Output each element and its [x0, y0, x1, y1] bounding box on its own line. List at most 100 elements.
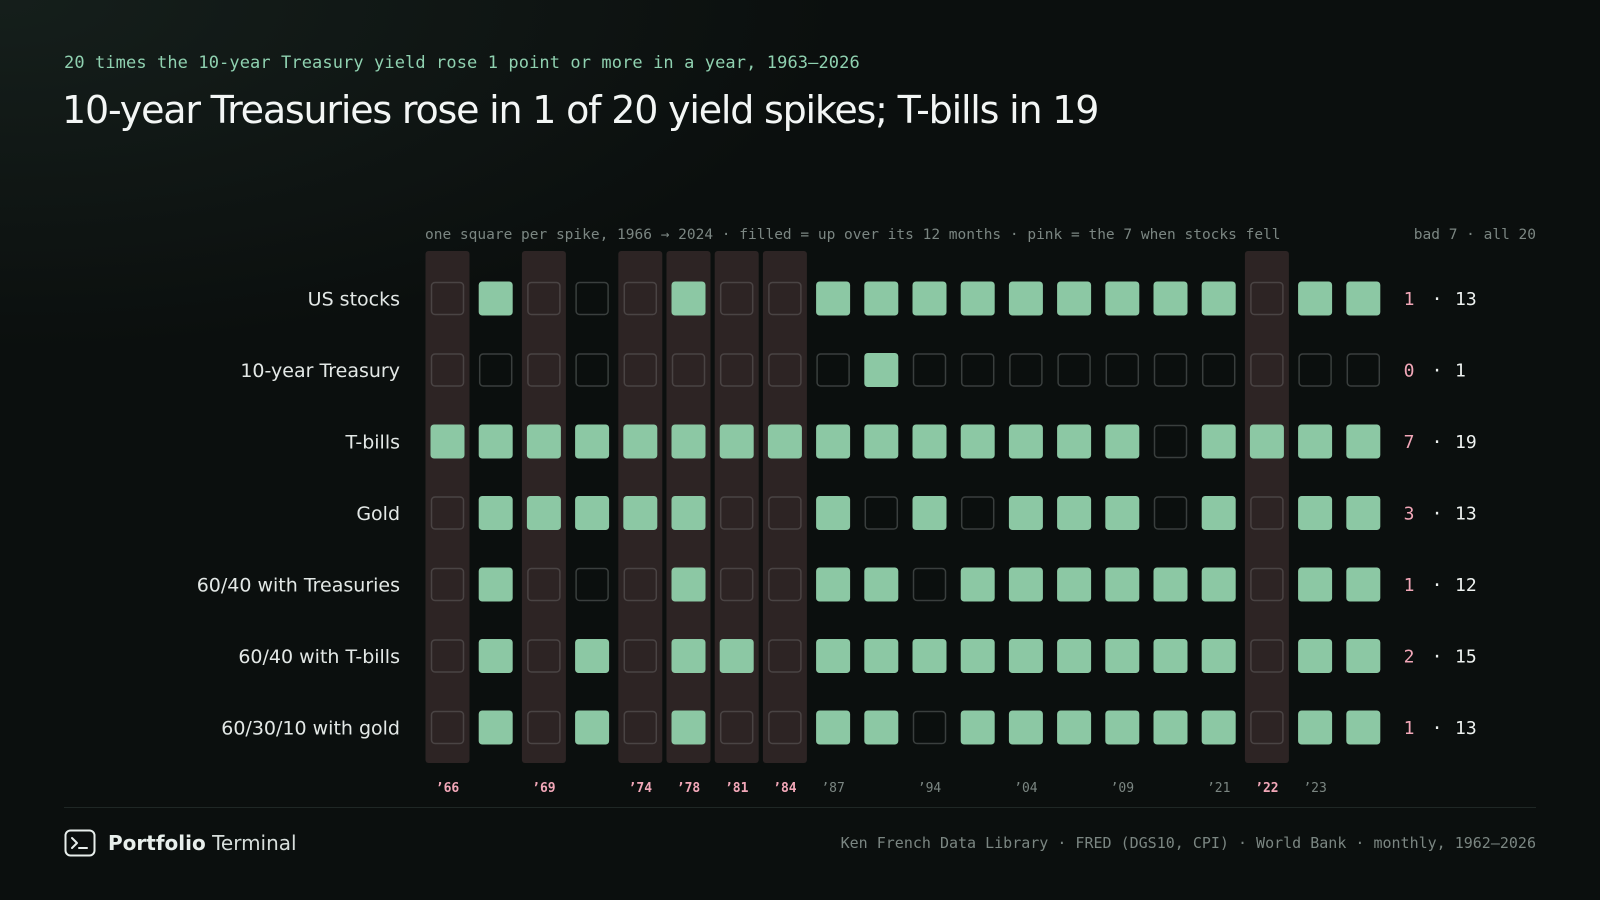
all-count: 12 — [1455, 575, 1477, 596]
spike-square-up — [1008, 639, 1043, 673]
asset-row: US stocks 1 · 13 — [308, 281, 1477, 316]
stocks-fell-band — [762, 251, 807, 763]
spike-square-up — [1346, 639, 1381, 673]
spike-square-up — [1346, 710, 1381, 745]
spike-square-down — [1250, 567, 1284, 602]
bad-count: 0 — [1404, 361, 1415, 382]
spike-square-up — [671, 424, 706, 459]
year-label: ’22 — [1255, 781, 1278, 796]
spike-square-up — [575, 496, 610, 530]
spike-square-up — [816, 496, 851, 530]
spike-square-up — [864, 281, 899, 316]
spike-square-down — [430, 639, 465, 673]
spike-square-up — [623, 496, 658, 530]
spike-square-up — [1153, 567, 1188, 602]
spike-square-up — [912, 639, 947, 673]
stocks-fell-band — [425, 251, 470, 763]
year-label: ’23 — [1303, 781, 1326, 796]
spike-square-down — [719, 353, 754, 387]
spike-square-down — [1250, 710, 1284, 745]
spike-square-down — [768, 567, 802, 602]
spike-square-up — [1298, 567, 1333, 602]
spike-square-down — [1201, 353, 1236, 387]
asset-row: Gold 3 · 13 — [356, 496, 1477, 530]
spike-square-up — [1201, 639, 1236, 673]
count-separator: · — [1432, 289, 1443, 310]
data-sources: Ken French Data Library · FRED (DGS10, C… — [840, 834, 1536, 852]
spike-square-down — [960, 353, 995, 387]
spike-square-up — [912, 496, 947, 530]
spike-square-up — [478, 639, 513, 673]
year-label: ’81 — [725, 781, 749, 796]
spike-square-up — [864, 639, 899, 673]
spike-square-up — [1153, 281, 1188, 316]
spike-square-up — [816, 639, 851, 673]
count-separator: · — [1432, 432, 1443, 453]
bad-count: 1 — [1404, 718, 1415, 739]
all-count: 1 — [1455, 361, 1466, 382]
spike-square-up — [671, 496, 706, 530]
spike-square-down — [768, 353, 802, 387]
spike-square-up — [864, 424, 899, 459]
spike-square-down — [575, 353, 609, 387]
bad-count: 2 — [1404, 647, 1415, 668]
asset-row: 60/40 with Treasuries 1 · 12 — [197, 567, 1477, 602]
spike-square-up — [864, 567, 899, 602]
spike-square-up — [1105, 496, 1140, 530]
spike-square-down — [430, 710, 465, 745]
spike-square-up — [575, 424, 610, 459]
spike-square-up — [1298, 424, 1333, 459]
asset-row: 60/30/10 with gold 1 · 13 — [221, 710, 1477, 745]
asset-row: 60/40 with T-bills 2 · 15 — [238, 639, 1477, 673]
spike-square-up — [1105, 281, 1140, 316]
spike-square-up — [1298, 639, 1333, 673]
spike-square-up — [960, 710, 995, 745]
year-label: ’21 — [1207, 781, 1230, 796]
chart-caption: one square per spike, 1966 → 2024 · fill… — [425, 227, 1281, 243]
spike-square-down — [1153, 496, 1188, 530]
spike-square-up — [960, 424, 995, 459]
year-label: ’87 — [821, 781, 844, 796]
spike-square-down — [527, 353, 561, 387]
spike-square-up — [1105, 639, 1140, 673]
row-label: 60/40 with T-bills — [238, 646, 400, 668]
bad-count: 1 — [1404, 575, 1415, 596]
spike-square-up — [1201, 567, 1236, 602]
count-separator: · — [1432, 718, 1443, 739]
spike-square-down — [719, 710, 754, 745]
row-label: 60/30/10 with gold — [221, 718, 400, 740]
spike-square-down — [864, 496, 899, 530]
spike-square-up — [671, 281, 706, 316]
spike-square-up — [478, 424, 513, 459]
year-label: ’74 — [629, 781, 653, 796]
year-label: ’04 — [1014, 781, 1038, 796]
spike-square-up — [1201, 710, 1236, 745]
all-count: 13 — [1455, 504, 1477, 525]
brand-logo: Portfolio Terminal — [64, 829, 297, 857]
spike-square-down — [1009, 353, 1043, 387]
spike-square-up — [816, 567, 851, 602]
row-label: 60/40 with Treasuries — [197, 575, 400, 597]
spike-square-down — [430, 567, 465, 602]
year-label: ’66 — [436, 781, 460, 796]
year-label: ’09 — [1111, 781, 1134, 796]
spike-square-up — [719, 639, 754, 673]
spike-square-up — [478, 281, 513, 316]
spike-square-up — [864, 353, 899, 387]
spike-square-up — [478, 710, 513, 745]
spike-square-up — [478, 496, 513, 530]
spike-square-down — [575, 281, 609, 316]
spike-square-up — [1057, 424, 1092, 459]
year-label: ’78 — [677, 781, 701, 796]
spike-square-up — [767, 424, 802, 459]
year-label: ’84 — [773, 781, 797, 796]
spike-square-up — [671, 567, 706, 602]
spike-square-down — [671, 353, 706, 387]
spike-square-down — [1153, 424, 1188, 459]
spike-square-down — [527, 639, 561, 673]
spike-square-down — [1298, 353, 1332, 387]
brand-name: Portfolio Terminal — [108, 831, 297, 855]
spike-square-up — [1057, 710, 1092, 745]
year-labels: ’66 ’69 ’74 ’78 ’81 ’84 ’87 ’94 ’04 ’09 ’21 ’22 ’23 — [436, 781, 1327, 796]
